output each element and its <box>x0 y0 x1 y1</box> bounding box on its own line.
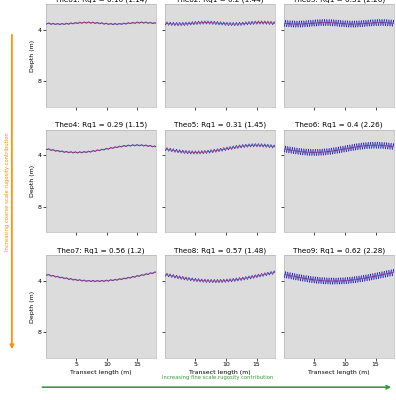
Title: Theo6: Rq1 = 0.4 (2.26): Theo6: Rq1 = 0.4 (2.26) <box>295 122 383 128</box>
Y-axis label: Depth (m): Depth (m) <box>30 290 34 323</box>
Title: Theo5: Rq1 = 0.31 (1.45): Theo5: Rq1 = 0.31 (1.45) <box>174 122 266 128</box>
Title: Theo8: Rq1 = 0.57 (1.48): Theo8: Rq1 = 0.57 (1.48) <box>174 247 266 254</box>
Y-axis label: Depth (m): Depth (m) <box>30 165 34 197</box>
Title: Theo3: Rq1 = 0.31 (2.26): Theo3: Rq1 = 0.31 (2.26) <box>293 0 385 3</box>
X-axis label: Transect length (m): Transect length (m) <box>308 370 370 375</box>
Title: Theo9: Rq1 = 0.62 (2.28): Theo9: Rq1 = 0.62 (2.28) <box>293 247 385 254</box>
Title: Theo2: Rq1 = 0.2 (1.44): Theo2: Rq1 = 0.2 (1.44) <box>176 0 263 3</box>
Text: Increasing coarse scale rugosity contribution: Increasing coarse scale rugosity contrib… <box>5 133 10 251</box>
Title: Theo4: Rq1 = 0.29 (1.15): Theo4: Rq1 = 0.29 (1.15) <box>55 122 147 128</box>
Text: Increasing fine scale rugosity contribution: Increasing fine scale rugosity contribut… <box>162 376 273 380</box>
Y-axis label: Depth (m): Depth (m) <box>30 39 34 72</box>
Title: Theo7: Rq1 = 0.56 (1.2): Theo7: Rq1 = 0.56 (1.2) <box>57 247 145 254</box>
X-axis label: Transect length (m): Transect length (m) <box>189 370 251 375</box>
Title: Theo1: Rq1 = 0.16 (1.14): Theo1: Rq1 = 0.16 (1.14) <box>55 0 147 3</box>
X-axis label: Transect length (m): Transect length (m) <box>70 370 131 375</box>
